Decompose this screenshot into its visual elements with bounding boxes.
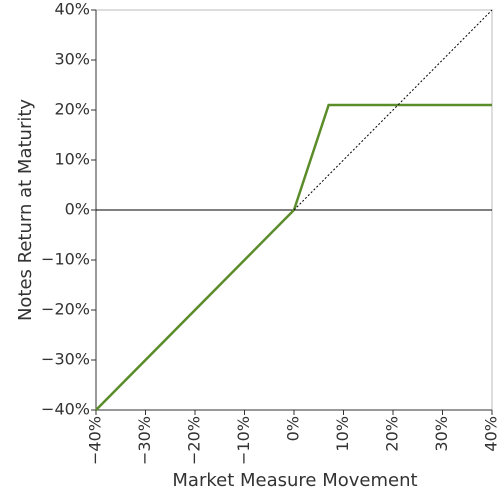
y-tick-label: 30% bbox=[54, 50, 90, 69]
y-tick-label: −30% bbox=[41, 350, 90, 369]
x-tick-label: −40% bbox=[86, 416, 105, 465]
line-series bbox=[293, 9, 493, 211]
line-series bbox=[95, 103, 492, 411]
x-tick-label: 0% bbox=[284, 416, 303, 441]
x-tick-label: 10% bbox=[333, 416, 352, 452]
y-tick-label: 10% bbox=[54, 150, 90, 169]
x-tick-label: 30% bbox=[432, 416, 451, 452]
y-tick-label: −10% bbox=[41, 250, 90, 269]
y-tick-label: −40% bbox=[41, 400, 90, 419]
y-tick-label: 40% bbox=[54, 0, 90, 19]
x-tick-label: 20% bbox=[383, 416, 402, 452]
x-tick-label: 40% bbox=[482, 416, 500, 452]
y-tick-label: −20% bbox=[41, 300, 90, 319]
y-tick-label: 0% bbox=[65, 200, 90, 219]
y-tick-label: 20% bbox=[54, 100, 90, 119]
y-axis-label: Notes Return at Maturity bbox=[15, 99, 36, 321]
x-axis-label: Market Measure Movement bbox=[172, 470, 417, 491]
x-tick-label: −20% bbox=[185, 416, 204, 465]
x-tick-label: −30% bbox=[135, 416, 154, 465]
x-tick-label: −10% bbox=[234, 416, 253, 465]
